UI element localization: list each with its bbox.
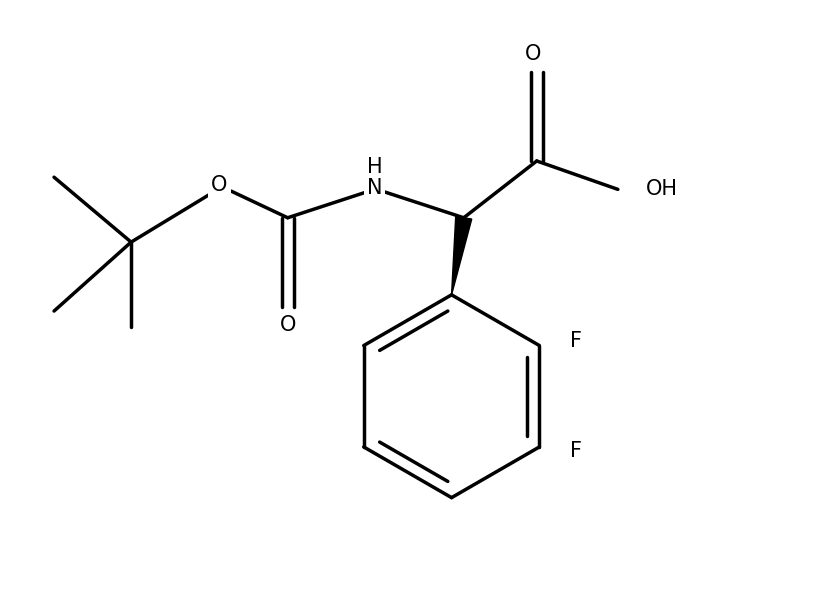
Text: O: O bbox=[524, 44, 541, 64]
Text: O: O bbox=[211, 176, 228, 195]
Text: F: F bbox=[570, 332, 582, 351]
Text: F: F bbox=[570, 441, 582, 461]
Text: O: O bbox=[279, 315, 296, 335]
Text: OH: OH bbox=[646, 179, 678, 200]
Polygon shape bbox=[451, 217, 472, 295]
Text: N: N bbox=[367, 177, 382, 198]
Text: H: H bbox=[367, 157, 382, 177]
